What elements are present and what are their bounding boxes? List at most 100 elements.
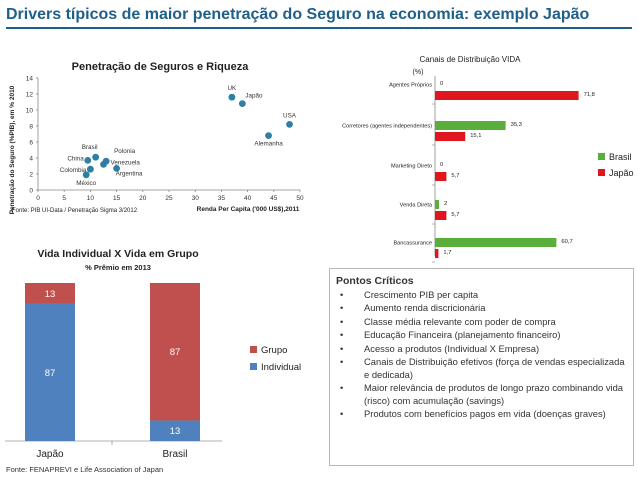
scatter-point-label: Colombia [60, 167, 87, 174]
canais-category-label: Marketing Direto [391, 164, 432, 170]
canais-legend: Brasil Japão [598, 152, 634, 178]
canais-value-label: 71,8 [584, 92, 595, 98]
vida-category-label: Japão [36, 449, 64, 460]
vida-chart: Vida Individual X Vida em Grupo % Prêmio… [5, 248, 301, 460]
scatter-x-tick-label: 0 [36, 195, 40, 202]
list-item: • Acesso a produtos (Individual X Empresa… [334, 343, 626, 355]
scatter-xlabel: Renda Per Capita ('000 US$),2011 [197, 206, 300, 213]
page-source: Fonte: FENAPREVI e Life Association of J… [6, 465, 164, 474]
canais-bar [435, 121, 506, 130]
bullet-icon: • [340, 302, 344, 314]
scatter-ylabel: Penetração do Seguro (%PIB), em % 2010 [9, 85, 16, 214]
scatter-source: Fonte: PIB UI-Data / Penetração Sigma 3/… [12, 208, 138, 214]
canais-value-label: 35,3 [511, 122, 522, 128]
canais-value-label: 5,7 [451, 173, 459, 179]
vida-bar-segment [25, 283, 75, 304]
scatter-point-label: Venezuela [111, 159, 141, 166]
vida-subtitle: % Prêmio em 2013 [85, 263, 151, 272]
canais-value-label: 0 [440, 162, 443, 168]
canais-bar [435, 200, 439, 209]
legend-label-grupo: Grupo [261, 345, 287, 356]
legend-label-japao: Japão [609, 168, 634, 178]
vida-value-label: 13 [45, 289, 56, 300]
scatter-point [238, 100, 246, 107]
list-item-text: Educação Financeira (planejamento financ… [364, 329, 561, 341]
canais-category-label: Agentes Próprios [389, 83, 432, 89]
list-item-text: Aumento renda discricionária [364, 302, 486, 314]
scatter-y-tick-label: 4 [29, 156, 33, 163]
canais-bar [435, 238, 557, 247]
scatter-point [265, 132, 272, 139]
canais-unit: (%) [413, 69, 424, 76]
bullet-icon: • [340, 356, 344, 368]
scatter-point-label: Brasil [82, 144, 98, 151]
page-title: Drivers típicos de maior penetração do S… [6, 6, 590, 23]
canais-value-label: 1,7 [443, 250, 451, 256]
list-item: • Educação Financeira (planejamento finan… [334, 329, 626, 341]
scatter-y-tick-label: 10 [26, 108, 34, 115]
bullet-icon: • [340, 289, 344, 300]
canais-value-label: 60,7 [561, 239, 572, 245]
canais-bar [435, 211, 447, 220]
scatter-point [286, 121, 293, 128]
scatter-x-tick-label: 10 [87, 195, 95, 202]
canais-category-label: Bancassurance [393, 241, 432, 247]
scatter-point-label: Alemanha [254, 141, 283, 148]
canais-bar [435, 172, 447, 181]
legend-swatch-brasil [598, 153, 605, 160]
vida-value-label: 13 [170, 426, 181, 437]
scatter-point [82, 171, 90, 179]
scatter-x-tick-label: 15 [113, 195, 121, 202]
scatter-x-tick-label: 45 [270, 195, 278, 202]
list-item-text: Maior relevância de produtos de longo pr… [364, 382, 624, 406]
list-item-text: Crescimento PIB per capita [364, 289, 479, 300]
scatter-point-label: Argentina [116, 170, 143, 177]
scatter-point [113, 165, 120, 172]
scatter-point [100, 161, 107, 168]
vida-bars: 87 13 Japão 13 87 Brasil [5, 283, 222, 460]
canais-bars: Agentes Próprios 0 71,8 Corretores (agentes… [342, 81, 595, 258]
scatter-point-label: USA [283, 112, 297, 119]
list-item-text: Acesso a produtos (Individual X Empresa) [364, 342, 540, 354]
vida-bar-segment [150, 283, 200, 421]
legend-swatch-grupo [250, 346, 257, 353]
scatter-y-tick-label: 12 [26, 92, 34, 99]
list-item: • Canais de Distribuição efetivos (força … [334, 356, 626, 381]
scatter-point-label: Japão [245, 93, 263, 100]
canais-value-label: 5,7 [451, 212, 459, 218]
scatter-axes: 0 2 4 6 8 10 12 14 0 5 10 15 20 25 30 35 40 45 50 [26, 76, 304, 203]
list-item: • Classe média relevante com poder de com… [334, 316, 626, 328]
scatter-title: Penetração de Seguros e Riqueza [72, 61, 250, 73]
canais-category-label: Corretores (agentes independentes) [342, 124, 432, 130]
bullet-icon: • [340, 382, 344, 394]
canais-axis [432, 76, 436, 263]
list-item-text: Produtos com benefícios pagos em vida (d… [364, 407, 606, 419]
title-divider [6, 27, 632, 29]
list-item: • Maior relevância de produtos de longo p… [334, 382, 626, 407]
pontos-criticos-title: Pontos Críticos [336, 275, 414, 287]
legend-swatch-japao [598, 169, 605, 176]
vida-value-label: 87 [45, 368, 56, 379]
scatter-point [84, 157, 92, 164]
scatter-y-tick-label: 0 [29, 188, 33, 195]
canais-chart: Canais de Distribuição VIDA (%) Agentes … [342, 55, 634, 263]
scatter-y-tick-label: 6 [29, 140, 33, 147]
vida-value-label: 87 [170, 347, 181, 358]
list-item-text: Canais de Distribuição efetivos (força d… [364, 356, 625, 380]
scatter-point-label: México [76, 180, 96, 187]
canais-value-label: 0 [440, 81, 443, 87]
scatter-x-tick-label: 5 [62, 195, 66, 202]
scatter-chart: Penetração de Seguros e Riqueza Penetraç… [9, 61, 304, 214]
bullet-icon: • [340, 342, 344, 354]
list-item: • Crescimento PIB per capita [334, 289, 626, 301]
canais-value-label: 15,1 [470, 133, 481, 139]
bullet-icon: • [340, 315, 344, 327]
vida-category-label: Brasil [162, 449, 187, 460]
scatter-x-tick-label: 25 [165, 195, 173, 202]
pontos-criticos-list: • Crescimento PIB per capita • Aumento ren… [334, 289, 626, 421]
bullet-icon: • [340, 407, 344, 419]
pontos-criticos-box: Pontos Críticos • Crescimento PIB per cap… [329, 268, 634, 466]
list-item: • Produtos com benefícios pagos em vida (… [334, 408, 626, 420]
legend-swatch-individual [250, 363, 257, 370]
list-item: • Aumento renda discricionária [334, 302, 626, 314]
